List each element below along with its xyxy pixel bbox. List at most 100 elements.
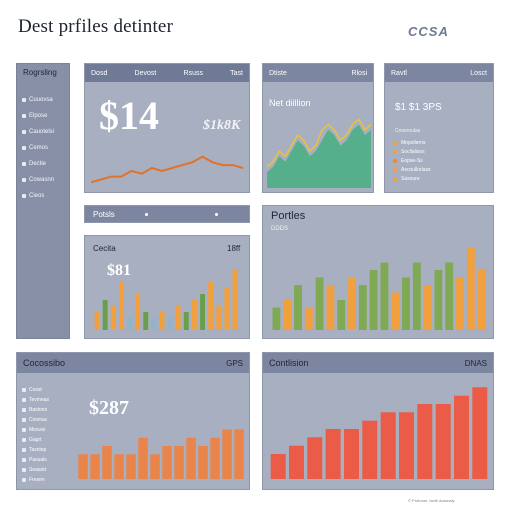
list-label: Gagrt <box>29 436 42 443</box>
bar <box>369 270 378 330</box>
bar <box>162 446 172 479</box>
bar <box>434 270 443 330</box>
portles-sub: DDDS <box>271 226 289 232</box>
bullet-icon <box>22 437 26 442</box>
bottom-left-value: $287 <box>89 397 129 419</box>
portles-title: Portles <box>271 210 306 222</box>
bar <box>119 282 124 330</box>
tab-kpi-1[interactable]: Ravtl <box>391 69 407 77</box>
bar <box>151 318 157 330</box>
list-item[interactable]: Gagrt <box>22 435 42 444</box>
sidebar-title: Rogrsling <box>23 68 57 77</box>
legend-label: Socllaliavs <box>401 148 425 155</box>
bullet-icon <box>22 467 26 472</box>
list-item[interactable]: Pasuals <box>22 455 47 464</box>
footer-text: © Protoner, Iavilt dcasnaly <box>408 498 455 503</box>
bar <box>315 277 324 330</box>
sidebar-item[interactable]: Cuuovsa <box>22 94 53 106</box>
net-area-chart <box>267 118 371 188</box>
sidebar-item[interactable]: Cieos <box>22 190 44 202</box>
bottom-right-title: Contlision <box>269 358 309 368</box>
filter-label: Potsls <box>93 210 115 219</box>
bar <box>150 454 160 480</box>
tab-area-1[interactable]: Dtiste <box>269 69 287 77</box>
small-bars-title: Cecita <box>93 244 116 253</box>
bar <box>232 270 238 330</box>
tab-3[interactable]: Rsuss <box>183 69 203 77</box>
list-item[interactable]: Tasniop <box>22 445 46 454</box>
area-panel: Dtiste Rlosi Net diillion <box>262 63 374 193</box>
legend-item: Socllaliavs <box>393 147 425 156</box>
bottom-left-panel: Cocossibo GPS Cosst Tevmeas Bastons Cosm… <box>16 352 250 490</box>
sidebar-item-label: Elpose <box>29 113 48 119</box>
bar <box>208 282 214 330</box>
bar <box>102 446 112 479</box>
bar <box>380 412 396 479</box>
list-label: Seaaiot <box>29 466 46 473</box>
kpi-value: $1 $1 3PS <box>395 102 442 113</box>
legend-dot-icon <box>393 176 397 181</box>
tab-4[interactable]: Tast <box>230 69 243 77</box>
bar <box>183 312 189 330</box>
tab-2[interactable]: Devost <box>134 69 157 77</box>
bar <box>304 307 313 330</box>
bullet-icon <box>22 427 26 432</box>
bar <box>270 454 286 479</box>
sidebar-item-label: Cieos <box>29 193 45 199</box>
bullet-icon <box>22 130 26 134</box>
tab-1[interactable]: Dosd <box>91 69 108 77</box>
bar <box>272 307 281 330</box>
tab-area-2[interactable]: Rlosi <box>351 69 367 77</box>
sidebar-item-label: Cowasnn <box>29 177 55 183</box>
list-label: Fresen <box>29 476 45 483</box>
bar <box>143 312 149 330</box>
portles-panel: Portles DDDS <box>262 205 494 339</box>
filter-bar[interactable]: Potsls <box>84 205 250 223</box>
legend-dot-icon <box>393 158 397 163</box>
bullet-icon <box>22 447 26 452</box>
bullet-icon <box>22 457 26 462</box>
bar <box>402 277 410 330</box>
sidebar-item[interactable]: Dectie <box>22 158 46 170</box>
legend-item: Sasoure <box>393 174 420 183</box>
list-item[interactable]: Cosst <box>22 385 42 394</box>
list-item[interactable]: Seaaiot <box>22 465 46 474</box>
list-item[interactable]: Bastons <box>22 405 47 414</box>
bullet-icon <box>22 146 26 150</box>
legend-item: Eopse-Ss <box>393 156 423 165</box>
legend-label: Mopoilerns <box>401 139 426 146</box>
kpi-tabs: Ravtl Losct <box>385 64 493 82</box>
bar <box>358 285 367 330</box>
dot-icon <box>215 213 218 216</box>
bar <box>326 285 335 330</box>
bar <box>186 437 196 480</box>
list-item[interactable]: Mesvai <box>22 425 45 434</box>
revenue-value: $14 <box>99 93 159 138</box>
sidebar-item[interactable]: Cowasnn <box>22 174 54 186</box>
tab-kpi-2[interactable]: Losct <box>470 69 487 77</box>
area-tabs: Dtiste Rlosi <box>263 64 373 82</box>
small-bars-panel: Cecita 18ff $81 <box>84 235 250 339</box>
sidebar-item-label: Cauotelsi <box>29 129 55 135</box>
bar <box>114 454 124 480</box>
bar <box>399 412 414 479</box>
list-item[interactable]: Fresen <box>22 475 45 484</box>
sidebar-item[interactable]: Cemos <box>22 142 48 154</box>
bullet-icon <box>22 194 26 198</box>
bar <box>90 454 100 480</box>
bullet-icon <box>22 178 26 182</box>
sidebar-item[interactable]: Cauotelsi <box>22 126 54 138</box>
bar <box>348 277 356 330</box>
sidebar-item-label: Cuuovsa <box>29 97 53 103</box>
bullet-icon <box>22 417 26 422</box>
bullet-icon <box>22 397 26 402</box>
list-item[interactable]: Cosmac <box>22 415 47 424</box>
sidebar-item[interactable]: Elpose <box>22 110 47 122</box>
small-bars-value: $81 <box>107 262 131 279</box>
series-line <box>267 118 371 168</box>
bar <box>294 285 302 330</box>
bar <box>307 437 323 479</box>
list-label: Cosmac <box>29 416 48 423</box>
list-label: Cosst <box>29 386 42 393</box>
list-item[interactable]: Tevmeas <box>22 395 49 404</box>
